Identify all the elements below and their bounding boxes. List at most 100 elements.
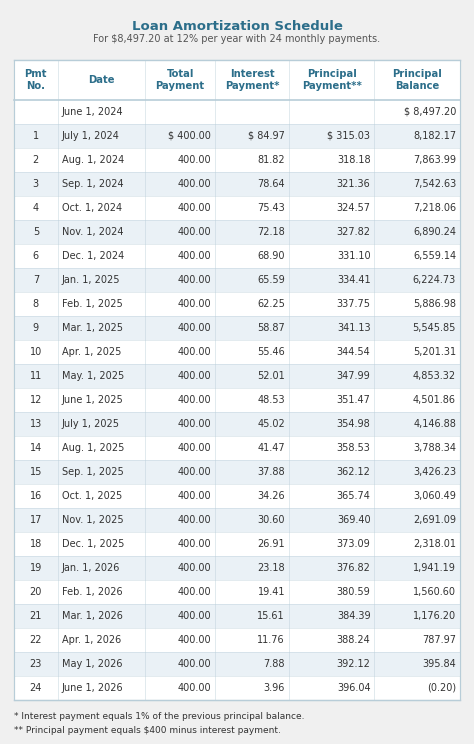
Text: 395.84: 395.84 (422, 659, 456, 669)
Text: 400.00: 400.00 (177, 659, 211, 669)
Text: 400.00: 400.00 (177, 587, 211, 597)
Text: 362.12: 362.12 (337, 467, 371, 477)
Text: Nov. 1, 2025: Nov. 1, 2025 (62, 515, 123, 525)
Text: 65.59: 65.59 (257, 275, 285, 285)
Text: Loan Amortization Schedule: Loan Amortization Schedule (132, 20, 342, 33)
Text: 75.43: 75.43 (257, 203, 285, 213)
Text: 400.00: 400.00 (177, 179, 211, 189)
Text: 4: 4 (33, 203, 39, 213)
Text: 81.82: 81.82 (257, 155, 285, 165)
Text: Nov. 1, 2024: Nov. 1, 2024 (62, 227, 123, 237)
Text: 3,060.49: 3,060.49 (413, 491, 456, 501)
Text: 400.00: 400.00 (177, 299, 211, 309)
Text: 400.00: 400.00 (177, 419, 211, 429)
Text: Mar. 1, 2026: Mar. 1, 2026 (62, 611, 123, 621)
Text: 11: 11 (30, 371, 42, 381)
Text: 20: 20 (30, 587, 42, 597)
Text: 344.54: 344.54 (337, 347, 371, 357)
Text: 351.47: 351.47 (337, 395, 371, 405)
Text: July 1, 2024: July 1, 2024 (62, 131, 119, 141)
Text: Aug. 1, 2025: Aug. 1, 2025 (62, 443, 124, 453)
Text: 21: 21 (30, 611, 42, 621)
Text: 380.59: 380.59 (337, 587, 371, 597)
Text: 400.00: 400.00 (177, 443, 211, 453)
Text: 6,890.24: 6,890.24 (413, 227, 456, 237)
Text: 6: 6 (33, 251, 39, 261)
Text: 400.00: 400.00 (177, 683, 211, 693)
Text: 365.74: 365.74 (337, 491, 371, 501)
Text: 400.00: 400.00 (177, 515, 211, 525)
Text: 373.09: 373.09 (337, 539, 371, 549)
Text: 1,176.20: 1,176.20 (413, 611, 456, 621)
Text: Sep. 1, 2024: Sep. 1, 2024 (62, 179, 123, 189)
Text: 17: 17 (30, 515, 42, 525)
Text: 400.00: 400.00 (177, 347, 211, 357)
Text: ** Principal payment equals $400 minus interest payment.: ** Principal payment equals $400 minus i… (14, 726, 281, 735)
Text: 2: 2 (33, 155, 39, 165)
Text: 26.91: 26.91 (257, 539, 285, 549)
Text: 7,542.63: 7,542.63 (413, 179, 456, 189)
Text: 2,691.09: 2,691.09 (413, 515, 456, 525)
Text: * Interest payment equals 1% of the previous principal balance.: * Interest payment equals 1% of the prev… (14, 712, 304, 721)
Text: Total
Payment: Total Payment (155, 69, 205, 91)
Text: 1,560.60: 1,560.60 (413, 587, 456, 597)
Text: 376.82: 376.82 (337, 563, 371, 573)
Text: 318.18: 318.18 (337, 155, 371, 165)
Text: 400.00: 400.00 (177, 155, 211, 165)
Text: 334.41: 334.41 (337, 275, 371, 285)
Text: 23.18: 23.18 (257, 563, 285, 573)
Text: 327.82: 327.82 (337, 227, 371, 237)
Text: 45.02: 45.02 (257, 419, 285, 429)
Text: 400.00: 400.00 (177, 539, 211, 549)
Text: 358.53: 358.53 (337, 443, 371, 453)
Text: 52.01: 52.01 (257, 371, 285, 381)
Text: 4,501.86: 4,501.86 (413, 395, 456, 405)
Text: 3.96: 3.96 (264, 683, 285, 693)
Text: June 1, 2025: June 1, 2025 (62, 395, 123, 405)
Text: 24: 24 (30, 683, 42, 693)
Text: Jan. 1, 2026: Jan. 1, 2026 (62, 563, 120, 573)
Text: 787.97: 787.97 (422, 635, 456, 645)
Text: 400.00: 400.00 (177, 611, 211, 621)
Text: 388.24: 388.24 (337, 635, 371, 645)
Text: 7.88: 7.88 (264, 659, 285, 669)
Text: June 1, 2024: June 1, 2024 (62, 107, 123, 117)
Text: Oct. 1, 2024: Oct. 1, 2024 (62, 203, 122, 213)
Text: 8: 8 (33, 299, 39, 309)
Text: 30.60: 30.60 (257, 515, 285, 525)
Text: For $8,497.20 at 12% per year with 24 monthly payments.: For $8,497.20 at 12% per year with 24 mo… (93, 34, 381, 44)
Text: 400.00: 400.00 (177, 275, 211, 285)
Text: Apr. 1, 2025: Apr. 1, 2025 (62, 347, 121, 357)
Text: $ 400.00: $ 400.00 (168, 131, 211, 141)
Text: Sep. 1, 2025: Sep. 1, 2025 (62, 467, 123, 477)
Text: 7: 7 (33, 275, 39, 285)
Text: June 1, 2026: June 1, 2026 (62, 683, 123, 693)
Text: 48.53: 48.53 (257, 395, 285, 405)
Text: 14: 14 (30, 443, 42, 453)
Text: 15: 15 (30, 467, 42, 477)
Text: 55.46: 55.46 (257, 347, 285, 357)
Text: 392.12: 392.12 (337, 659, 371, 669)
Text: Dec. 1, 2025: Dec. 1, 2025 (62, 539, 124, 549)
Text: 1: 1 (33, 131, 39, 141)
Text: 2,318.01: 2,318.01 (413, 539, 456, 549)
Text: 1,941.19: 1,941.19 (413, 563, 456, 573)
Text: 6,224.73: 6,224.73 (413, 275, 456, 285)
Text: 15.61: 15.61 (257, 611, 285, 621)
Text: 400.00: 400.00 (177, 491, 211, 501)
Text: 72.18: 72.18 (257, 227, 285, 237)
Text: 7,218.06: 7,218.06 (413, 203, 456, 213)
Text: $ 315.03: $ 315.03 (328, 131, 371, 141)
Text: 16: 16 (30, 491, 42, 501)
Text: Feb. 1, 2026: Feb. 1, 2026 (62, 587, 122, 597)
Text: 5,545.85: 5,545.85 (413, 323, 456, 333)
Text: 400.00: 400.00 (177, 395, 211, 405)
Text: 369.40: 369.40 (337, 515, 371, 525)
Text: 400.00: 400.00 (177, 203, 211, 213)
Text: 3,426.23: 3,426.23 (413, 467, 456, 477)
Text: 41.47: 41.47 (257, 443, 285, 453)
Text: 7,863.99: 7,863.99 (413, 155, 456, 165)
Text: July 1, 2025: July 1, 2025 (62, 419, 120, 429)
Text: 337.75: 337.75 (337, 299, 371, 309)
Text: Principal
Balance: Principal Balance (392, 69, 442, 91)
